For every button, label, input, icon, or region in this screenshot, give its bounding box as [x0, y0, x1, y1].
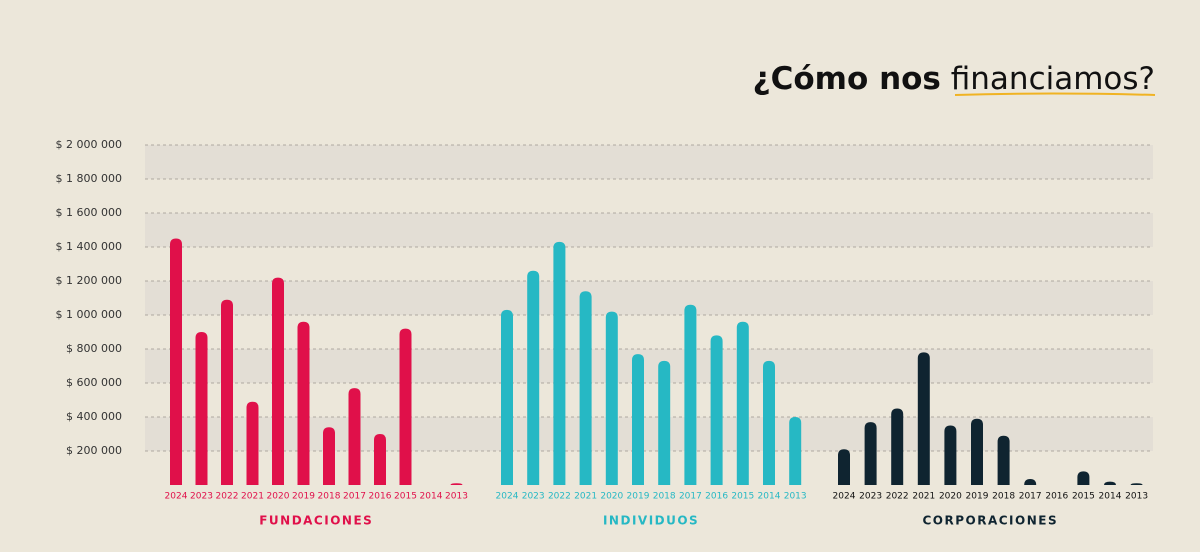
y-tick-label: $ 1 200 000 — [56, 274, 122, 287]
x-tick-label: 2018 — [318, 492, 341, 502]
x-tick-label: 2014 — [420, 492, 443, 502]
bar — [450, 483, 463, 485]
x-tick-label: 2016 — [705, 492, 728, 502]
bar — [246, 401, 259, 485]
x-tick-label: 2018 — [992, 492, 1015, 502]
bar — [789, 417, 802, 485]
x-tick-label: 2017 — [679, 492, 702, 502]
bar — [971, 418, 983, 485]
bar — [917, 352, 930, 485]
x-tick-label: 2021 — [574, 492, 597, 502]
bar — [944, 425, 957, 485]
x-tick-label: 2020 — [267, 492, 290, 502]
x-tick-label: 2015 — [1072, 492, 1095, 502]
title-light: financiamos? — [951, 61, 1155, 97]
bar — [221, 299, 233, 485]
y-tick-label: $ 800 000 — [66, 342, 122, 355]
x-tick-label: 2023 — [190, 492, 213, 502]
x-tick-label: 2024 — [496, 492, 519, 502]
bar — [348, 388, 361, 485]
bar — [323, 427, 335, 485]
bar — [527, 270, 540, 485]
y-tick-label: $ 200 000 — [66, 444, 122, 457]
bar — [736, 321, 749, 485]
bar — [1130, 483, 1143, 485]
x-tick-label: 2016 — [369, 492, 392, 502]
bar — [1104, 481, 1116, 485]
x-tick-label: 2022 — [216, 492, 239, 502]
bar — [864, 422, 877, 485]
x-tick-label: 2013 — [1125, 492, 1148, 502]
x-tick-label: 2017 — [1019, 492, 1042, 502]
y-tick-label: $ 1 400 000 — [56, 240, 122, 253]
bar — [1077, 471, 1090, 485]
bar — [501, 309, 513, 485]
bar — [763, 360, 775, 485]
x-tick-label: 2019 — [966, 492, 989, 502]
y-tick-label: $ 1 600 000 — [56, 206, 122, 219]
bar — [170, 238, 182, 485]
x-tick-label: 2015 — [394, 492, 417, 502]
title-underline — [954, 92, 1156, 96]
x-tick-label: 2019 — [627, 492, 650, 502]
y-tick-label: $ 600 000 — [66, 376, 122, 389]
x-tick-label: 2020 — [939, 492, 962, 502]
group-label: INDIVIDUOS — [603, 514, 699, 528]
band — [145, 349, 1153, 383]
x-tick-label: 2020 — [600, 492, 623, 502]
x-tick-label: 2013 — [784, 492, 807, 502]
group-label: FUNDACIONES — [259, 514, 373, 528]
bar — [374, 434, 386, 485]
bar — [658, 360, 671, 485]
y-tick-label: $ 1 800 000 — [56, 172, 122, 185]
bar — [297, 321, 310, 485]
x-tick-label: 2013 — [445, 492, 468, 502]
bar — [632, 354, 644, 485]
band — [145, 281, 1153, 315]
bar — [605, 311, 618, 485]
title-bold: ¿Cómo nos — [753, 61, 941, 97]
x-tick-label: 2021 — [241, 492, 264, 502]
x-tick-label: 2023 — [859, 492, 882, 502]
bar — [272, 277, 284, 485]
bar — [710, 335, 723, 485]
y-tick-label: $ 1 000 000 — [56, 308, 122, 321]
y-tick-label: $ 400 000 — [66, 410, 122, 423]
bar — [399, 328, 412, 485]
bar — [838, 449, 850, 485]
x-tick-label: 2024 — [165, 492, 188, 502]
x-tick-label: 2024 — [833, 492, 856, 502]
bar — [891, 408, 904, 485]
x-tick-label: 2023 — [522, 492, 545, 502]
plot: $ 200 000 $ 400 000 $ 600 000 $ 800 000 $ 1 … — [56, 138, 1153, 528]
bar — [195, 332, 208, 485]
x-tick-label: 2017 — [343, 492, 366, 502]
x-tick-label: 2014 — [1099, 492, 1122, 502]
band — [145, 145, 1153, 179]
x-tick-label: 2014 — [758, 492, 781, 502]
y-tick-label: $ 2 000 000 — [56, 138, 122, 151]
x-tick-label: 2022 — [886, 492, 909, 502]
bar — [997, 435, 1010, 485]
bar — [684, 304, 697, 485]
band — [145, 213, 1153, 247]
x-tick-label: 2015 — [731, 492, 754, 502]
x-tick-label: 2022 — [548, 492, 571, 502]
x-tick-label: 2018 — [653, 492, 676, 502]
bar — [579, 291, 592, 485]
bar — [553, 241, 566, 485]
chart-title: ¿Cómo nos financiamos? — [753, 61, 1155, 97]
bar — [1024, 479, 1037, 485]
x-tick-label: 2021 — [912, 492, 935, 502]
group-label: CORPORACIONES — [922, 514, 1058, 528]
x-tick-label: 2019 — [292, 492, 315, 502]
x-tick-label: 2016 — [1045, 492, 1068, 502]
band — [145, 417, 1153, 451]
